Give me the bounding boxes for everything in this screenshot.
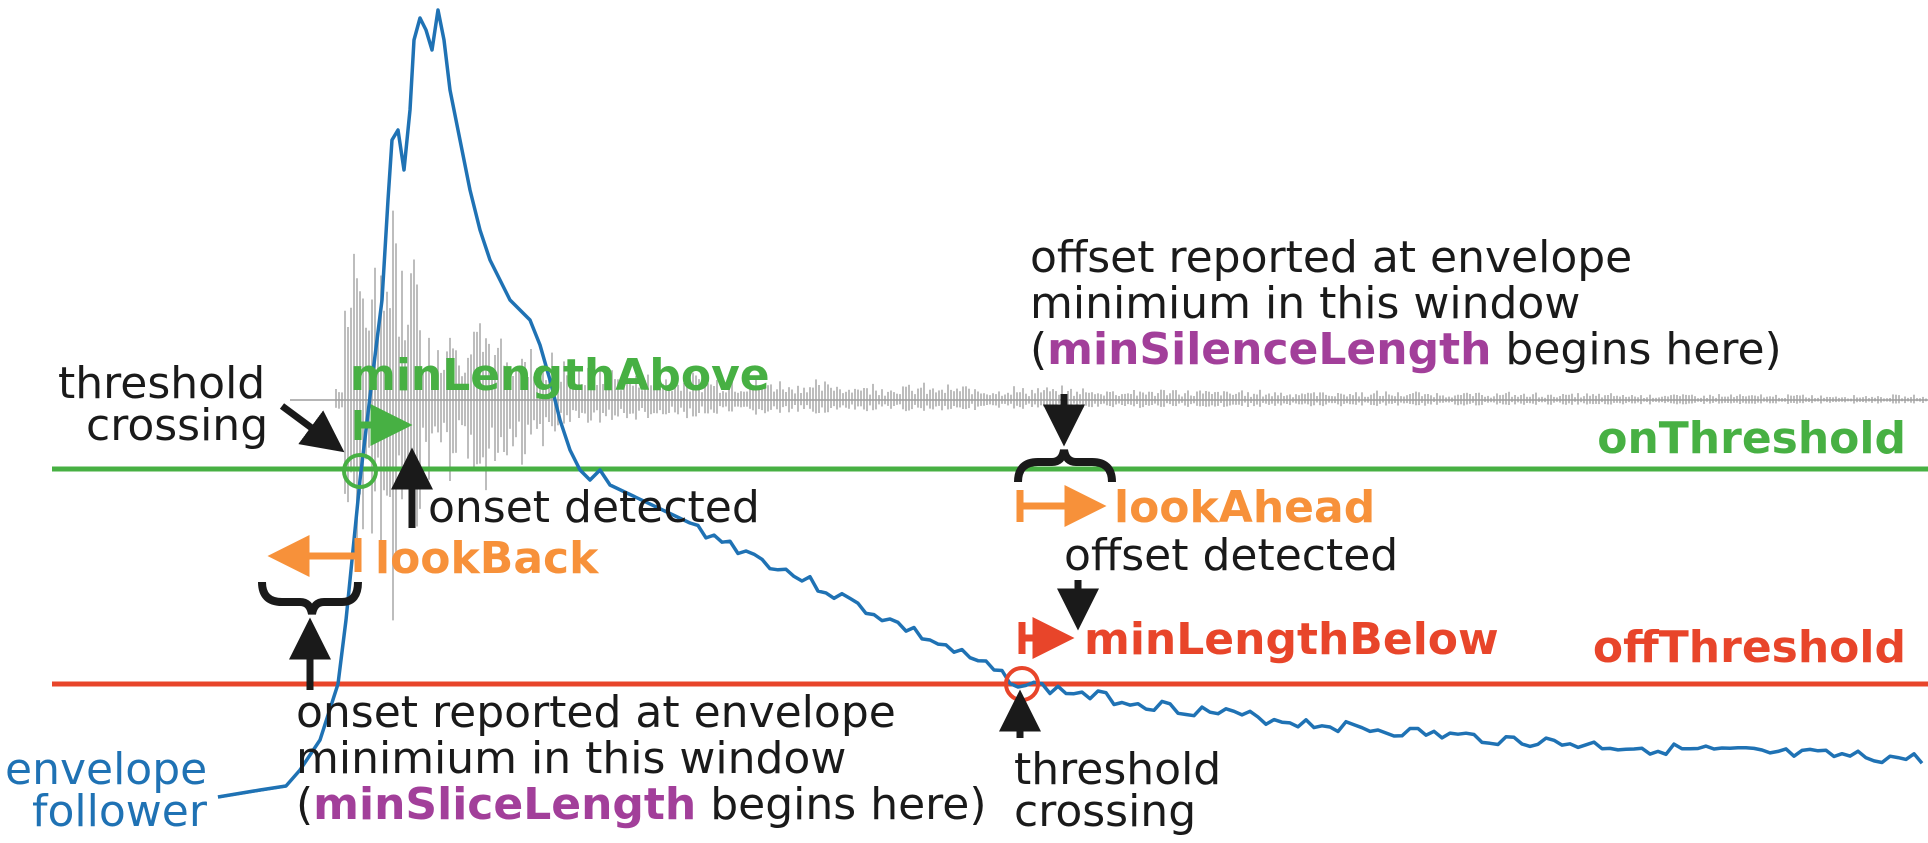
look-back-label: lookBack bbox=[375, 533, 600, 584]
onset-reported-line3: (minSliceLength begins here) bbox=[296, 779, 987, 830]
offset-reported-line3: (minSilenceLength begins here) bbox=[1030, 324, 1782, 375]
offset-reported-line1: offset reported at envelope bbox=[1030, 232, 1632, 283]
min-length-below-label: minLengthBelow bbox=[1084, 614, 1499, 665]
onset-reported-line2: minimium in this window bbox=[296, 733, 846, 784]
onset-detected-label: onset detected bbox=[428, 482, 760, 533]
envelope-follower-label-line1: envelope bbox=[5, 744, 207, 795]
on-threshold-label: onThreshold bbox=[1597, 413, 1906, 464]
off-threshold-label: offThreshold bbox=[1593, 622, 1906, 673]
offset-window-brace bbox=[1014, 449, 1116, 483]
offset-detected-label: offset detected bbox=[1064, 530, 1398, 581]
look-ahead-label: lookAhead bbox=[1114, 482, 1375, 533]
envelope-follower-pointer bbox=[217, 784, 287, 799]
offset-reported-line2: minimium in this window bbox=[1030, 278, 1580, 329]
threshold-crossing-arrow-top bbox=[279, 403, 345, 453]
onset-crossing-marker bbox=[342, 453, 378, 489]
envelope-follower-label-line2: follower bbox=[32, 786, 208, 837]
threshold-crossing-label-top-line2: crossing bbox=[86, 400, 268, 451]
threshold-crossing-label-bottom-line1: threshold bbox=[1014, 744, 1221, 795]
envelope-follower-curve bbox=[217, 8, 1924, 799]
onset-reported-line1: onset reported at envelope bbox=[296, 687, 896, 738]
onset-window-brace bbox=[258, 581, 362, 615]
threshold-crossing-label-top-line1: threshold bbox=[58, 358, 265, 409]
min-length-above-label: minLengthAbove bbox=[350, 350, 770, 401]
threshold-crossing-label-bottom-line2: crossing bbox=[1014, 786, 1196, 837]
